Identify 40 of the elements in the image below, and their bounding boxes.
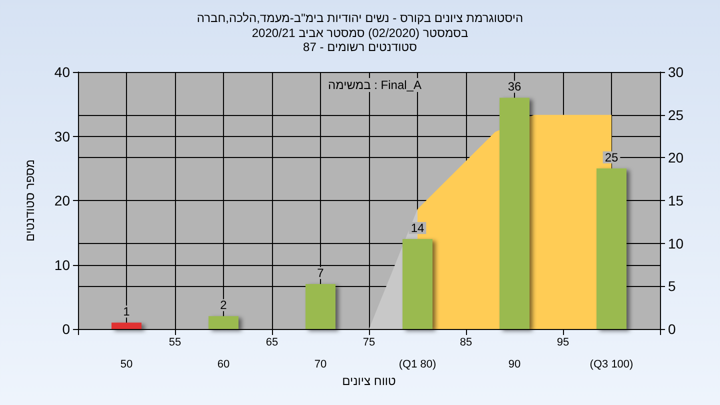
x-tick-label: 60 xyxy=(217,358,230,370)
bar xyxy=(402,239,432,329)
y-tick-label: 20 xyxy=(54,192,70,208)
data-label: 25 xyxy=(604,150,618,164)
y2-tick-label: 5 xyxy=(668,278,676,294)
chart-title: היסטוגרמת ציונים בקורס - נשים יהודיות בימ"ב-מעמד,הלכה,חברה xyxy=(196,11,524,25)
chart-subtitle: בסמסטר (02/2020) סמסטר אביב 2020/21 סטודנטים רשומים - 87 xyxy=(252,26,468,54)
x-tick-label: 50 xyxy=(120,358,133,370)
y2-tick-label: 10 xyxy=(668,235,684,252)
y-tick-label: 30 xyxy=(54,128,70,144)
y-tick-label: 0 xyxy=(62,321,70,337)
data-label: 1 xyxy=(123,304,130,319)
y-axis-title: מספר סטודנטים xyxy=(23,159,37,242)
y-tick-label: 40 xyxy=(54,64,70,80)
y2-tick-label: 25 xyxy=(668,106,684,123)
x-axis-title: טווח ציונים xyxy=(342,374,396,388)
x2-tick-label: 55 xyxy=(168,336,182,348)
bar xyxy=(500,98,530,329)
data-label: 7 xyxy=(317,266,324,280)
y2-tick-label: 0 xyxy=(668,321,676,337)
y-tick-label: 10 xyxy=(54,256,70,273)
x2-tick-label: 75 xyxy=(362,336,376,348)
bar xyxy=(208,316,238,329)
x2-tick-label: 65 xyxy=(266,336,278,348)
bar xyxy=(596,168,626,329)
y2-tick-label: 30 xyxy=(668,64,684,80)
x-tick-label: 70 xyxy=(314,358,327,370)
x-tick-label: (Q1 80) xyxy=(398,358,436,370)
bar xyxy=(112,322,142,329)
y2-tick-label: 20 xyxy=(668,150,684,166)
annotation: במשימה : Final_A xyxy=(328,78,422,92)
x2-tick-label: 85 xyxy=(460,336,472,348)
x-tick-label: 90 xyxy=(508,358,521,370)
x-tick-label: (Q3 100) xyxy=(590,358,634,370)
data-label: 36 xyxy=(508,80,522,94)
data-label: 14 xyxy=(410,221,424,236)
bar xyxy=(306,284,336,329)
data-label: 2 xyxy=(220,298,228,312)
y2-tick-label: 15 xyxy=(668,192,684,208)
x2-tick-label: 95 xyxy=(556,336,570,348)
